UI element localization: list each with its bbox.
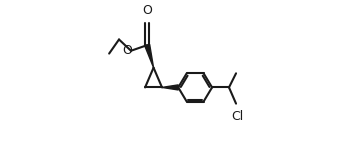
- Text: Cl: Cl: [231, 110, 244, 123]
- Polygon shape: [162, 85, 178, 90]
- Text: O: O: [142, 4, 152, 17]
- Text: O: O: [122, 44, 132, 57]
- Polygon shape: [145, 44, 153, 68]
